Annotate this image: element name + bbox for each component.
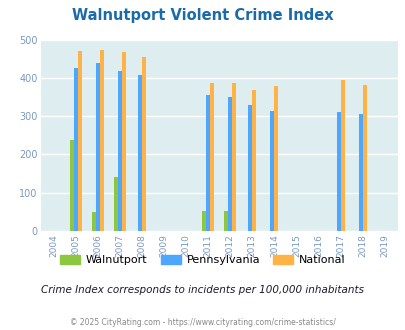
Bar bbox=[114, 178, 118, 231]
Bar bbox=[118, 71, 122, 231]
Bar bbox=[206, 95, 210, 231]
Bar bbox=[362, 85, 366, 231]
Legend: Walnutport, Pennsylvania, National: Walnutport, Pennsylvania, National bbox=[57, 251, 348, 269]
Bar bbox=[142, 57, 146, 231]
Text: Crime Index corresponds to incidents per 100,000 inhabitants: Crime Index corresponds to incidents per… bbox=[41, 285, 364, 295]
Bar bbox=[122, 52, 126, 231]
Text: © 2025 CityRating.com - https://www.cityrating.com/crime-statistics/: © 2025 CityRating.com - https://www.city… bbox=[70, 318, 335, 327]
Bar bbox=[70, 140, 74, 231]
Bar bbox=[248, 106, 252, 231]
Bar bbox=[228, 97, 232, 231]
Bar bbox=[96, 63, 100, 231]
Bar bbox=[210, 83, 214, 231]
Bar bbox=[78, 51, 82, 231]
Bar bbox=[202, 211, 206, 231]
Bar bbox=[100, 50, 104, 231]
Text: Walnutport Violent Crime Index: Walnutport Violent Crime Index bbox=[72, 8, 333, 23]
Bar bbox=[358, 114, 362, 231]
Bar bbox=[252, 90, 256, 231]
Bar bbox=[138, 75, 142, 231]
Bar bbox=[92, 212, 96, 231]
Bar bbox=[224, 211, 228, 231]
Bar bbox=[340, 80, 344, 231]
Bar bbox=[336, 112, 340, 231]
Bar bbox=[270, 111, 274, 231]
Bar bbox=[74, 68, 78, 231]
Bar bbox=[232, 83, 236, 231]
Bar bbox=[274, 86, 278, 231]
